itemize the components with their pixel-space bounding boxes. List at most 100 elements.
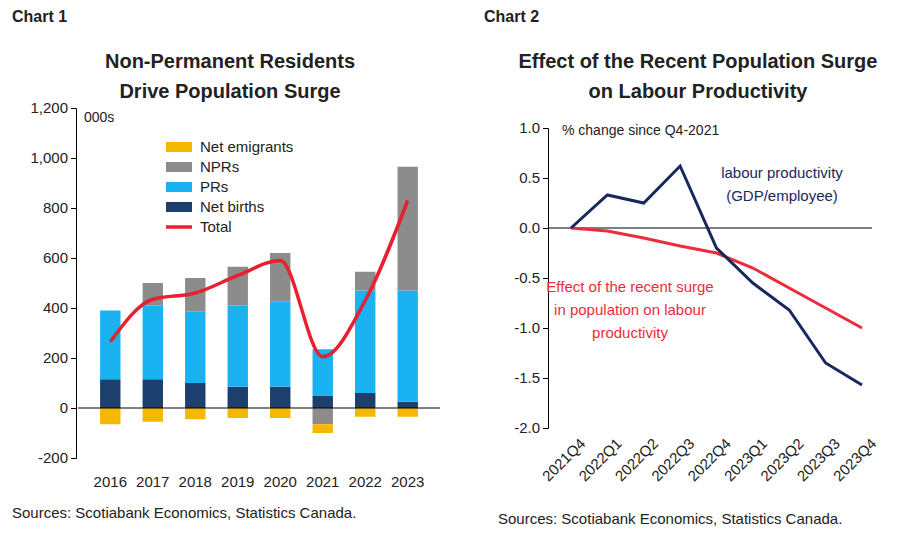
legend-label: PRs <box>200 178 228 195</box>
y-axis-unit: 000s <box>84 109 114 125</box>
y-tick-label: 600 <box>43 249 68 266</box>
y-tick: 0 <box>60 399 76 416</box>
bar <box>185 312 205 383</box>
plot-marks <box>78 167 440 433</box>
x-tick-label: 2017 <box>136 473 169 490</box>
source: Sources: Scotiabank Economics, Statistic… <box>12 504 356 521</box>
y-tick-mark <box>71 358 76 359</box>
bar <box>270 408 290 418</box>
y-tick-mark <box>71 458 76 459</box>
y-tick-label: -2.0 <box>514 419 540 436</box>
zero-line <box>548 227 872 228</box>
y-tick-label: -1.0 <box>514 319 540 336</box>
title-line: Non-Permanent Residents <box>105 50 355 72</box>
x-tick: 2018 <box>179 470 212 490</box>
legend-swatch <box>166 162 192 172</box>
y-axis: -2.0-1.5-1.0-0.50.00.51.0 <box>514 119 548 436</box>
bar <box>355 291 375 394</box>
bar <box>185 408 205 419</box>
bar <box>398 408 418 417</box>
title-line: Effect of the Recent Population Surge <box>519 50 878 72</box>
x-tick-label: 2023 <box>391 473 424 490</box>
bar <box>100 379 120 408</box>
series-line <box>571 166 862 385</box>
legend-swatch <box>166 182 192 192</box>
plot-marks <box>548 166 872 385</box>
y-tick-label: 400 <box>43 299 68 316</box>
y-tick-label: 1,000 <box>30 149 68 166</box>
bar-series <box>100 408 418 433</box>
y-tick-label: -0.5 <box>514 269 540 286</box>
series-label: Effect of the recent surgein population … <box>546 278 713 341</box>
x-tick-label: 2018 <box>179 473 212 490</box>
legend-label: Net emigrants <box>200 138 293 155</box>
y-axis: -20002004006008001,0001,200 <box>30 99 76 466</box>
series-label: labour productivity(GDP/employee) <box>721 164 843 204</box>
x-tick-label: 2016 <box>94 473 127 490</box>
bar <box>143 379 163 408</box>
y-tick: 800 <box>43 199 76 216</box>
x-tick: 2023 <box>391 470 424 490</box>
y-tick: 1.0 <box>519 119 548 136</box>
panel-label: Chart 2 <box>484 8 539 25</box>
y-tick: -1.5 <box>514 369 548 386</box>
y-tick-mark <box>71 258 76 259</box>
series-label-line: Effect of the recent surge <box>546 278 713 295</box>
bar <box>100 408 120 424</box>
x-tick: 2017 <box>136 470 169 490</box>
bar <box>228 408 248 418</box>
bar <box>313 408 333 424</box>
x-axis: 20162017201820192020202120222023 <box>94 470 425 490</box>
y-tick: -200 <box>38 449 76 466</box>
y-tick-mark <box>71 208 76 209</box>
x-tick: 2019 <box>221 470 254 490</box>
y-tick-mark <box>71 308 76 309</box>
x-tick-label: 2023Q4 <box>830 435 880 485</box>
title-line: Drive Population Surge <box>119 80 340 102</box>
legend-swatch <box>166 225 192 229</box>
figure: Chart 1 Non-Permanent Residents Drive Popu… <box>0 0 909 538</box>
legend-label: Total <box>200 218 232 235</box>
legend: Net emigrantsNPRsPRsNet birthsTotal <box>166 138 293 235</box>
bar <box>398 402 418 408</box>
x-tick: 2023Q4 <box>830 435 880 485</box>
bar <box>270 302 290 387</box>
y-tick: 200 <box>43 349 76 366</box>
y-tick: 1,000 <box>30 149 76 166</box>
y-tick-mark <box>71 158 76 159</box>
y-tick-mark <box>71 408 76 409</box>
y-tick-mark <box>543 378 548 379</box>
chart-2: Chart 2 Effect of the Recent Population S… <box>484 8 879 527</box>
y-tick-label: 0 <box>60 399 68 416</box>
bar <box>100 311 120 380</box>
panel-label: Chart 1 <box>12 8 67 25</box>
total-line <box>110 201 407 357</box>
bar <box>313 396 333 409</box>
title: Effect of the Recent Population Surge on … <box>519 50 878 102</box>
y-tick-mark <box>543 128 548 129</box>
bar-series <box>100 291 418 402</box>
y-tick-mark <box>543 328 548 329</box>
y-tick-label: 0.5 <box>519 169 540 186</box>
y-tick-label: 1.0 <box>519 119 540 136</box>
y-tick: -1.0 <box>514 319 548 336</box>
series-label-line: productivity <box>592 324 668 341</box>
bar <box>143 306 163 380</box>
x-tick-label: 2020 <box>264 473 297 490</box>
x-tick-label: 2022 <box>349 473 382 490</box>
y-tick: -2.0 <box>514 419 548 436</box>
y-tick-label: -1.5 <box>514 369 540 386</box>
y-tick: 600 <box>43 249 76 266</box>
bar <box>228 306 248 387</box>
x-axis: 2021Q42022Q12022Q22022Q32022Q42023Q12023… <box>539 435 880 485</box>
y-tick-label: 200 <box>43 349 68 366</box>
bar <box>185 383 205 408</box>
title-line: on Labour Productivity <box>589 80 809 102</box>
bar <box>398 167 418 291</box>
bar <box>143 408 163 422</box>
legend-swatch <box>166 142 192 152</box>
y-tick: 0.5 <box>519 169 548 186</box>
bar <box>355 393 375 408</box>
x-tick: 2016 <box>94 470 127 490</box>
y-axis-line <box>71 109 77 459</box>
